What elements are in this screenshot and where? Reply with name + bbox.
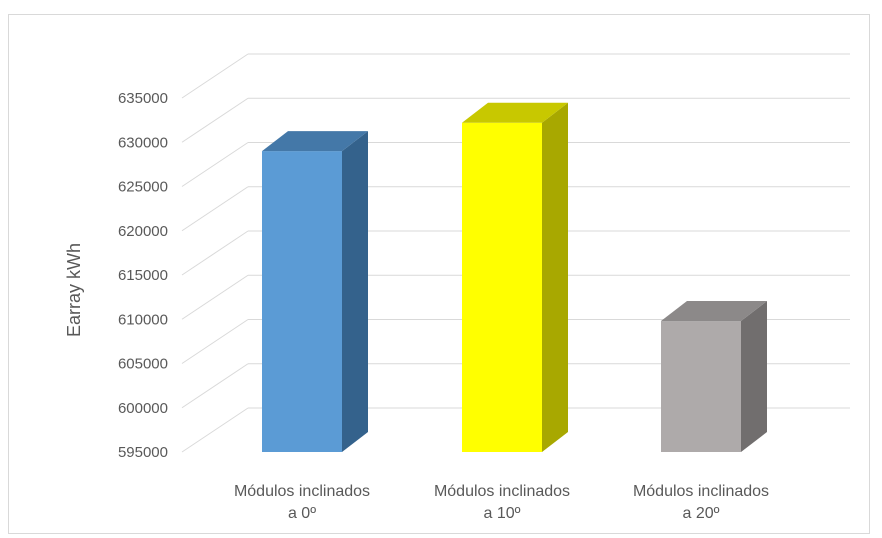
y-tick-label: 595000	[118, 444, 168, 461]
y-tick-label: 635000	[118, 90, 168, 107]
y-tick-label: 620000	[118, 223, 168, 240]
bar-front-2	[661, 321, 741, 452]
bar-top-0	[262, 131, 368, 152]
gridline-diagonal	[181, 319, 249, 364]
y-tick-label: 630000	[118, 134, 168, 151]
y-tick-label: 600000	[118, 400, 168, 417]
y-tick-label: 615000	[118, 267, 168, 284]
gridline-diagonal	[181, 274, 249, 320]
gridline-diagonal	[181, 186, 249, 232]
x-category-label: a 20º	[683, 505, 720, 522]
x-category-label: Módulos inclinados	[434, 483, 570, 500]
gridline-diagonal	[181, 97, 249, 143]
y-axis-ticks: 595000 600000 605000 610000 615000 620000 6250…	[118, 90, 168, 461]
bar-side-0	[342, 131, 368, 452]
bar-front-1	[462, 122, 542, 452]
y-axis-label: Earray kWh	[64, 243, 84, 337]
bar-side-2	[741, 301, 767, 452]
x-category-label: Módulos inclinados	[633, 483, 769, 500]
y-tick-label: 605000	[118, 356, 168, 373]
bars	[262, 102, 767, 452]
bar-top-2	[661, 301, 767, 322]
y-tick-label: 625000	[118, 179, 168, 196]
gridline-diagonal	[181, 363, 249, 409]
bar-top-1	[462, 102, 568, 123]
chart-frame	[8, 14, 870, 534]
y-tick-label: 610000	[118, 311, 168, 328]
gridline-diagonal	[181, 230, 249, 276]
gridline-diagonal	[181, 142, 249, 187]
x-category-label: a 10º	[484, 505, 521, 522]
gridline-diagonal	[181, 53, 249, 99]
x-axis-categories: Módulos inclinados a 0º Módulos inclinados…	[234, 483, 769, 522]
x-category-label: a 0º	[288, 505, 316, 522]
bar-front-0	[262, 151, 342, 452]
x-category-label: Módulos inclinados	[234, 483, 370, 500]
gridline-diagonal	[181, 407, 249, 453]
bar-side-1	[542, 102, 568, 452]
